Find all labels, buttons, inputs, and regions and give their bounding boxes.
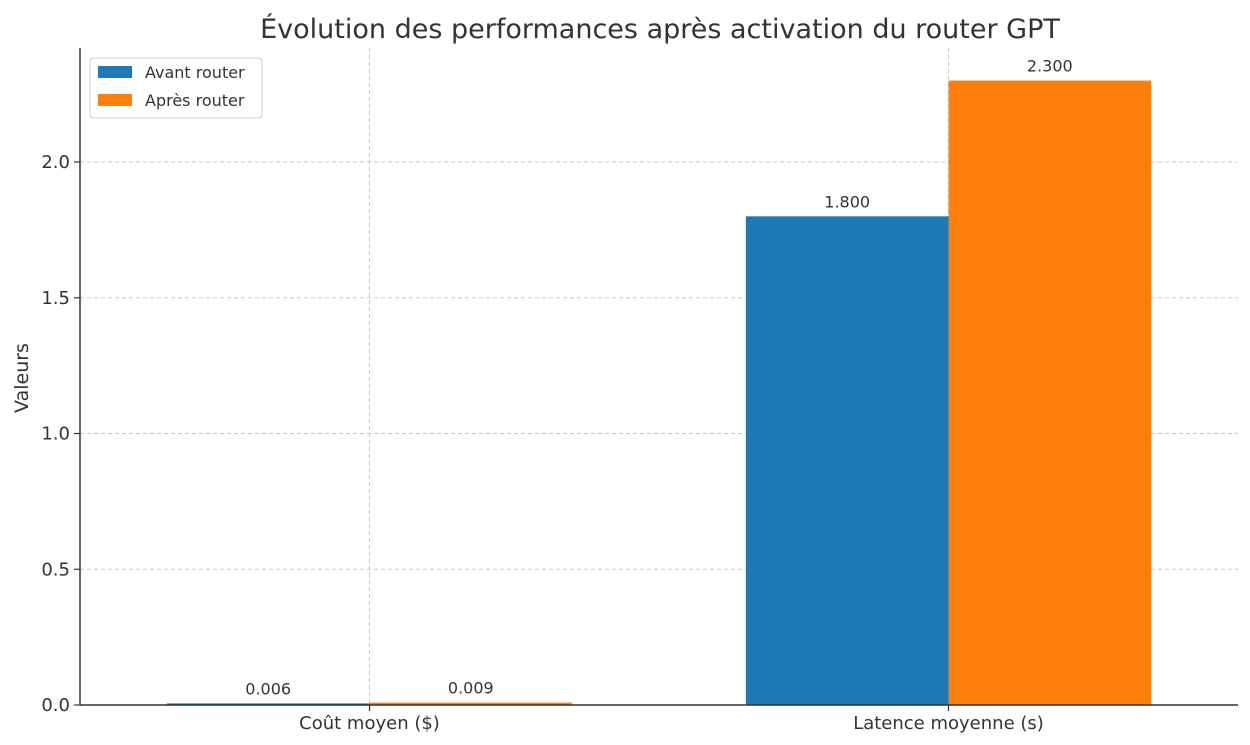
bar-data-label: 2.300 [1027, 57, 1073, 76]
bar [166, 703, 370, 705]
legend-swatch [98, 94, 132, 106]
bar [745, 216, 949, 705]
x-tick-label: Latence moyenne (s) [853, 713, 1044, 734]
legend-swatch [98, 66, 132, 78]
legend-label: Après router [145, 91, 245, 110]
y-tick-label: 0.5 [41, 559, 70, 580]
tick-labels: 0.0 0.5 1.0 1.5 2.0 Coût moyen ($) Latence moy… [41, 152, 1043, 734]
bar [369, 702, 573, 705]
legend-label: Avant router [145, 63, 245, 82]
y-axis-label: Valeurs [11, 343, 33, 413]
bar-data-label: 0.006 [245, 679, 291, 698]
x-tick-label: Coût moyen ($) [299, 713, 440, 734]
y-tick-label: 0.0 [41, 695, 70, 716]
data-labels: 0.006 1.800 0.009 2.300 [245, 57, 1072, 699]
y-tick-label: 1.0 [41, 424, 70, 445]
legend-box [89, 57, 263, 119]
y-tick-label: 2.0 [41, 152, 70, 173]
axes [74, 48, 1238, 711]
bar [948, 80, 1152, 706]
chart-title: Évolution des performances après activat… [260, 13, 1060, 45]
legend: Avant router Après router [89, 57, 263, 119]
bar-data-label: 1.800 [824, 192, 870, 211]
bar-data-label: 0.009 [448, 679, 494, 698]
bars [166, 80, 1152, 706]
y-tick-label: 1.5 [41, 288, 70, 309]
